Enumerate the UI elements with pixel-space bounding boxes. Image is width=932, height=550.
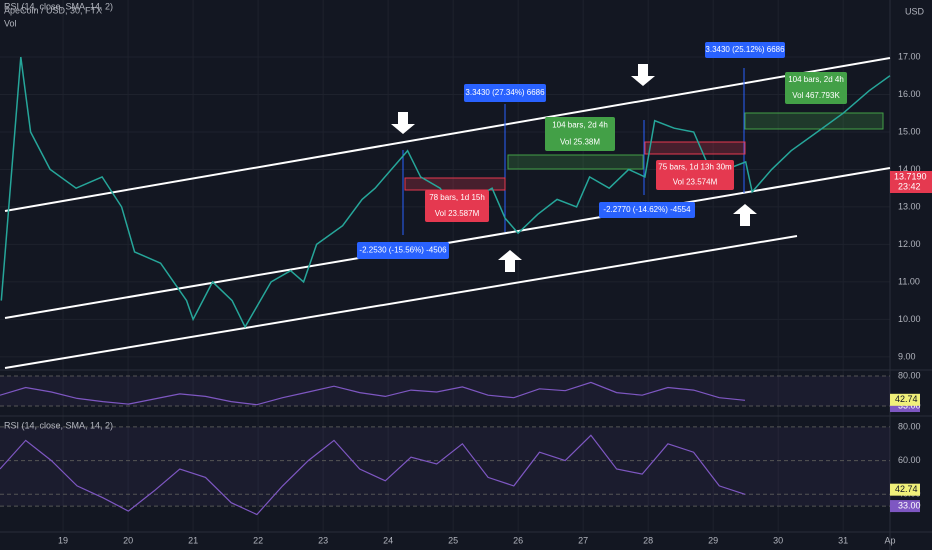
annotation-text: Vol 23.587M — [435, 209, 480, 218]
x-tick-label: 23 — [318, 535, 328, 545]
range-box — [507, 154, 644, 170]
y-tick-label: 33.00 — [898, 500, 921, 510]
annotation-box — [545, 117, 615, 151]
annotation-box — [656, 160, 734, 190]
measure-lines — [402, 68, 745, 235]
annotation-box — [464, 84, 546, 102]
y-tick-label: 13.00 — [898, 201, 921, 211]
y-tick-label: 80.00 — [898, 421, 921, 431]
pane-title: RSI (14, close, SMA, 14, 2) — [4, 420, 113, 430]
x-tick-label: 29 — [708, 535, 718, 545]
range-box — [644, 141, 746, 155]
annotation-text: Vol 467.793K — [792, 91, 840, 100]
value-tag — [890, 500, 920, 513]
y-tick-label: 17.00 — [898, 51, 921, 61]
currency: USD — [905, 6, 925, 16]
pane-title: RSI (14, close, SMA, 14, 2) — [4, 1, 113, 11]
annotation-text: Vol 25.38M — [560, 138, 600, 147]
symbol: ApeCoin / USD, 30, FTX — [4, 5, 102, 15]
x-tick-label: 24 — [383, 535, 393, 545]
countdown: 23:42 — [898, 181, 921, 191]
annotation-box — [599, 202, 695, 218]
y-tick-label: 12.00 — [898, 239, 921, 249]
annotation-text: 104 bars, 2d 4h — [552, 121, 608, 130]
x-tick-label: Ap — [884, 535, 895, 545]
range-box — [404, 177, 506, 191]
annotation-box — [785, 72, 847, 104]
rsi-band — [0, 376, 890, 407]
annotation-box — [425, 190, 489, 222]
x-tick-label: 25 — [448, 535, 458, 545]
annotation-text: 3.3430 (25.12%) 6686 — [705, 45, 785, 54]
arrows — [391, 64, 757, 272]
annotation-text: -2.2530 (-15.56%) -4506 — [359, 246, 447, 255]
rsi-line — [0, 381, 746, 406]
annotation-box — [705, 42, 785, 58]
y-tick-label: 16.00 — [898, 89, 921, 99]
value-tag-label: 42.74 — [895, 484, 918, 494]
y-tick-label: 80.00 — [898, 370, 921, 380]
volume-label: Vol — [4, 18, 17, 28]
range-box — [744, 112, 884, 130]
price-tag-label: 13.7190 — [894, 171, 927, 181]
annotation-text: 104 bars, 2d 4h — [788, 75, 844, 84]
annotation-text: 75 bars, 1d 13h 30m — [658, 163, 732, 172]
x-tick-label: 20 — [123, 535, 133, 545]
x-tick-label: 28 — [643, 535, 653, 545]
price-tag — [890, 171, 932, 193]
x-tick-label: 21 — [188, 535, 198, 545]
x-tick-label: 27 — [578, 535, 588, 545]
y-tick-label: 14.00 — [898, 164, 921, 174]
annotation-text: Vol 23.574M — [673, 178, 718, 187]
y-tick-label: 10.00 — [898, 314, 921, 324]
x-tick-label: 26 — [513, 535, 523, 545]
y-tick-label: 9.00 — [898, 351, 916, 361]
y-tick-label: 15.00 — [898, 126, 921, 136]
value-tag — [890, 483, 920, 496]
annotation-text: 3.3430 (27.34%) 6686 — [465, 88, 545, 97]
y-tick-label: 11.00 — [898, 276, 920, 286]
annotation-box — [357, 242, 449, 259]
annotation-text: 78 bars, 1d 15h — [429, 193, 485, 202]
annotation-text: -2.2770 (-14.62%) -4554 — [603, 205, 691, 214]
value-tag-label: 42.74 — [895, 394, 918, 404]
x-tick-label: 31 — [838, 535, 848, 545]
x-tick-label: 19 — [58, 535, 68, 545]
rsi-line — [0, 434, 746, 516]
x-tick-label: 22 — [253, 535, 263, 545]
value-tag — [890, 393, 920, 406]
x-tick-label: 30 — [773, 535, 783, 545]
y-tick-label: 60.00 — [898, 455, 921, 465]
